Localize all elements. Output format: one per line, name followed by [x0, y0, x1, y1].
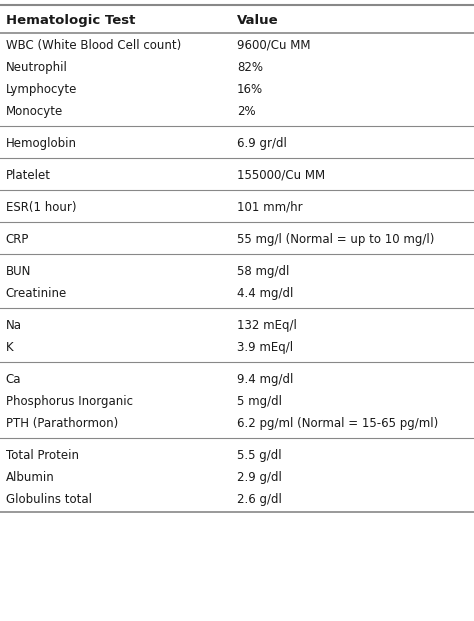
Text: Creatinine: Creatinine — [6, 287, 67, 299]
Text: WBC (White Blood Cell count): WBC (White Blood Cell count) — [6, 39, 181, 52]
Text: 6.2 pg/ml (Normal = 15-65 pg/ml): 6.2 pg/ml (Normal = 15-65 pg/ml) — [237, 417, 438, 430]
Text: Hematologic Test: Hematologic Test — [6, 14, 135, 27]
Text: Phosphorus Inorganic: Phosphorus Inorganic — [6, 394, 133, 407]
Text: 55 mg/l (Normal = up to 10 mg/l): 55 mg/l (Normal = up to 10 mg/l) — [237, 233, 434, 245]
Text: 9.4 mg/dl: 9.4 mg/dl — [237, 373, 293, 386]
Text: 6.9 gr/dl: 6.9 gr/dl — [237, 137, 287, 150]
Text: 101 mm/hr: 101 mm/hr — [237, 201, 302, 214]
Text: Value: Value — [237, 14, 279, 27]
Text: Monocyte: Monocyte — [6, 104, 63, 117]
Text: 2.9 g/dl: 2.9 g/dl — [237, 471, 282, 484]
Text: 132 mEq/l: 132 mEq/l — [237, 319, 297, 332]
Text: 5.5 g/dl: 5.5 g/dl — [237, 448, 282, 461]
Text: 4.4 mg/dl: 4.4 mg/dl — [237, 287, 293, 299]
Text: Na: Na — [6, 319, 22, 332]
Text: 2%: 2% — [237, 104, 255, 117]
Text: 2.6 g/dl: 2.6 g/dl — [237, 492, 282, 505]
Text: Albumin: Albumin — [6, 471, 55, 484]
Text: 82%: 82% — [237, 61, 263, 74]
Text: 9600/Cu MM: 9600/Cu MM — [237, 39, 310, 52]
Text: K: K — [6, 340, 13, 353]
Text: BUN: BUN — [6, 265, 31, 278]
Text: Platelet: Platelet — [6, 168, 51, 181]
Text: Hemoglobin: Hemoglobin — [6, 137, 77, 150]
Text: Ca: Ca — [6, 373, 21, 386]
Text: Total Protein: Total Protein — [6, 448, 79, 461]
Text: 5 mg/dl: 5 mg/dl — [237, 394, 282, 407]
Text: ESR(1 hour): ESR(1 hour) — [6, 201, 76, 214]
Text: 16%: 16% — [237, 83, 263, 96]
Text: Globulins total: Globulins total — [6, 492, 91, 505]
Text: Neutrophil: Neutrophil — [6, 61, 68, 74]
Text: CRP: CRP — [6, 233, 29, 245]
Text: 58 mg/dl: 58 mg/dl — [237, 265, 289, 278]
Text: PTH (Parathormon): PTH (Parathormon) — [6, 417, 118, 430]
Text: 155000/Cu MM: 155000/Cu MM — [237, 168, 325, 181]
Text: 3.9 mEq/l: 3.9 mEq/l — [237, 340, 293, 353]
Text: Lymphocyte: Lymphocyte — [6, 83, 77, 96]
